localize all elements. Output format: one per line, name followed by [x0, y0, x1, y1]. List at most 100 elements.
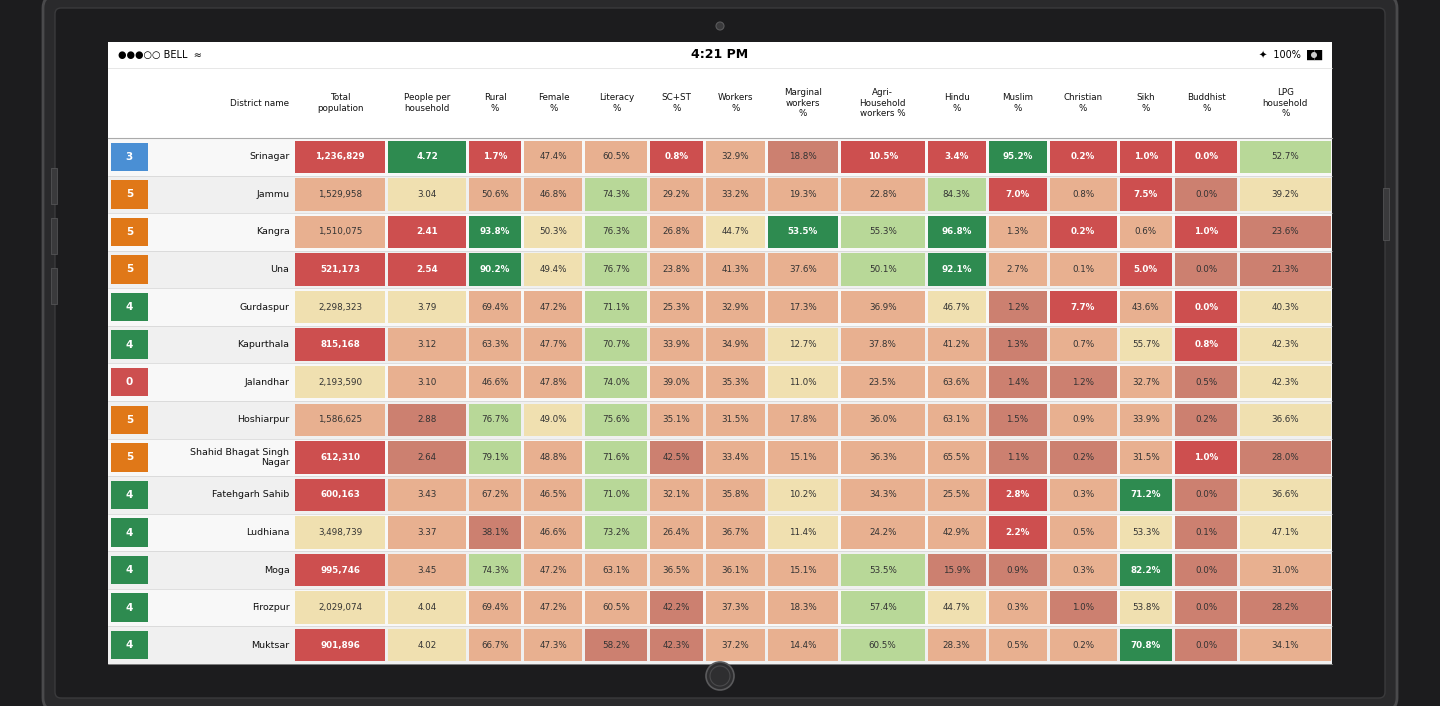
Text: 2.54: 2.54	[416, 265, 438, 274]
Bar	[389, 441, 465, 474]
Bar	[989, 479, 1047, 511]
Bar	[1240, 291, 1331, 323]
Bar	[841, 366, 924, 398]
Text: 1,529,958: 1,529,958	[318, 190, 361, 199]
Bar	[524, 178, 582, 210]
Bar	[389, 216, 465, 248]
Bar	[1240, 328, 1331, 361]
Text: 48.8%: 48.8%	[540, 453, 567, 462]
Text: Moga: Moga	[264, 566, 289, 575]
Bar	[1240, 140, 1331, 173]
Bar	[585, 366, 647, 398]
Text: 36.6%: 36.6%	[1272, 491, 1299, 499]
Bar	[468, 178, 521, 210]
Bar	[295, 291, 386, 323]
Bar	[1050, 479, 1116, 511]
Text: 33.9%: 33.9%	[662, 340, 690, 349]
Text: Sikh
%: Sikh %	[1136, 93, 1155, 112]
Bar	[927, 140, 985, 173]
Bar	[108, 514, 1332, 551]
Text: 57.4%: 57.4%	[868, 603, 897, 612]
Bar	[651, 140, 703, 173]
Bar	[768, 216, 838, 248]
Bar	[841, 516, 924, 549]
Bar	[468, 216, 521, 248]
Text: 63.3%: 63.3%	[481, 340, 508, 349]
Text: 42.3%: 42.3%	[662, 641, 690, 650]
Text: 50.6%: 50.6%	[481, 190, 508, 199]
Bar	[389, 178, 465, 210]
Bar	[1175, 554, 1237, 586]
Text: 53.8%: 53.8%	[1132, 603, 1159, 612]
Text: 42.5%: 42.5%	[662, 453, 690, 462]
Bar	[927, 328, 985, 361]
Text: ●●●○○ BELL  ≈: ●●●○○ BELL ≈	[118, 50, 202, 60]
Bar	[389, 479, 465, 511]
Bar	[468, 592, 521, 624]
Bar	[1175, 479, 1237, 511]
Bar	[585, 404, 647, 436]
Bar	[295, 328, 386, 361]
Bar	[1119, 178, 1172, 210]
Bar	[524, 253, 582, 286]
Bar	[1119, 253, 1172, 286]
Bar	[111, 518, 148, 546]
Text: Rural
%: Rural %	[484, 93, 507, 112]
Text: 21.3%: 21.3%	[1272, 265, 1299, 274]
Text: 15.9%: 15.9%	[943, 566, 971, 575]
Bar	[108, 551, 1332, 589]
Text: 0.8%: 0.8%	[1194, 340, 1218, 349]
Text: 65.5%: 65.5%	[943, 453, 971, 462]
Bar	[1050, 178, 1116, 210]
Text: 4:21 PM: 4:21 PM	[691, 49, 749, 61]
Text: 32.9%: 32.9%	[721, 152, 749, 161]
Bar	[1240, 516, 1331, 549]
Text: 1.1%: 1.1%	[1007, 453, 1028, 462]
Bar	[389, 516, 465, 549]
Bar	[1240, 629, 1331, 662]
Text: 42.3%: 42.3%	[1272, 378, 1299, 387]
Text: 44.7%: 44.7%	[943, 603, 971, 612]
Text: 10.2%: 10.2%	[789, 491, 816, 499]
Text: 1,586,625: 1,586,625	[318, 415, 361, 424]
Text: 49.4%: 49.4%	[540, 265, 567, 274]
Bar	[989, 554, 1047, 586]
Bar	[295, 216, 386, 248]
Text: 42.2%: 42.2%	[662, 603, 690, 612]
Text: 1.7%: 1.7%	[482, 152, 507, 161]
Text: 0.0%: 0.0%	[1195, 491, 1217, 499]
Text: ✦  100%  ██: ✦ 100% ██	[1259, 50, 1322, 60]
Bar	[585, 592, 647, 624]
Text: Jammu: Jammu	[256, 190, 289, 199]
Bar	[1119, 629, 1172, 662]
Bar	[111, 443, 148, 472]
Text: 1.0%: 1.0%	[1194, 453, 1218, 462]
Text: 36.9%: 36.9%	[868, 303, 897, 311]
Bar	[927, 516, 985, 549]
Text: 29.2%: 29.2%	[662, 190, 690, 199]
Text: 1.0%: 1.0%	[1133, 152, 1158, 161]
Bar	[706, 479, 765, 511]
Bar	[989, 516, 1047, 549]
Text: 38.1%: 38.1%	[481, 528, 508, 537]
Text: 0.2%: 0.2%	[1071, 453, 1094, 462]
Text: 35.1%: 35.1%	[662, 415, 690, 424]
Text: Fatehgarh Sahib: Fatehgarh Sahib	[212, 491, 289, 499]
Bar	[1119, 140, 1172, 173]
Bar	[768, 291, 838, 323]
Bar	[468, 441, 521, 474]
Bar	[108, 326, 1332, 364]
Text: 47.8%: 47.8%	[540, 378, 567, 387]
Bar	[1119, 366, 1172, 398]
Text: 1.3%: 1.3%	[1007, 227, 1028, 237]
Text: 43.6%: 43.6%	[1132, 303, 1159, 311]
FancyBboxPatch shape	[43, 0, 1397, 706]
Text: 31.5%: 31.5%	[1132, 453, 1159, 462]
Text: People per
household: People per household	[403, 93, 451, 112]
Text: 35.3%: 35.3%	[721, 378, 749, 387]
Bar	[651, 441, 703, 474]
Bar	[108, 138, 1332, 176]
Bar	[468, 404, 521, 436]
Text: 23.6%: 23.6%	[1272, 227, 1299, 237]
Text: 600,163: 600,163	[320, 491, 360, 499]
